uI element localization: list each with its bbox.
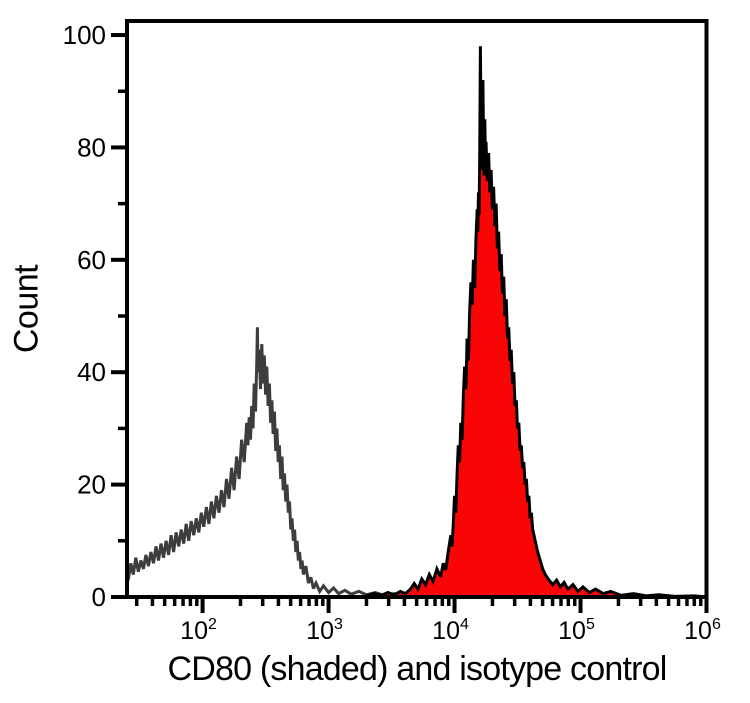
x-tick-label-10e3: 103 xyxy=(306,616,343,645)
y-tick-label-60: 60 xyxy=(77,245,106,275)
histogram-series xyxy=(125,46,702,599)
y-tick-label-100: 100 xyxy=(63,20,106,50)
series-isotype-control xyxy=(125,327,405,598)
y-tick-label-80: 80 xyxy=(77,132,106,162)
x-tick-label-10e4: 104 xyxy=(432,616,469,645)
y-tick-label-40: 40 xyxy=(77,357,106,387)
x-axis-title: CD80 (shaded) and isotype control xyxy=(167,650,667,688)
y-axis-ticks: 0 20 40 60 80 100 xyxy=(63,20,127,612)
x-tick-label-10e5: 105 xyxy=(558,616,595,645)
y-tick-label-0: 0 xyxy=(92,582,106,612)
y-axis-title: Count xyxy=(7,264,46,354)
series-cd80-shaded xyxy=(364,46,702,599)
x-tick-label-10e6: 106 xyxy=(684,616,721,645)
x-tick-label-10e2: 102 xyxy=(180,616,217,645)
y-tick-label-20: 20 xyxy=(77,470,106,500)
x-axis-ticks: 102 103 104 105 106 xyxy=(134,597,721,645)
